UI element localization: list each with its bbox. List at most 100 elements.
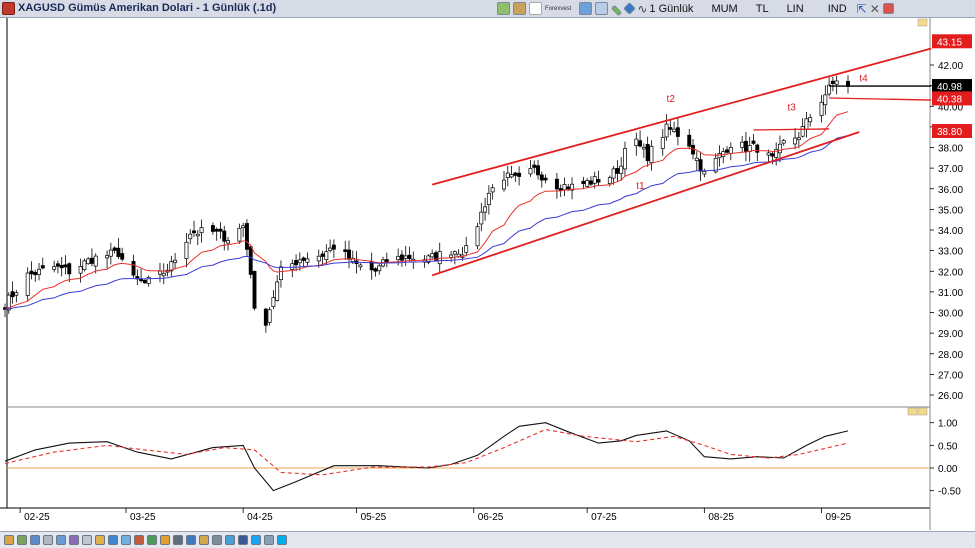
twitter-icon[interactable]: [251, 535, 261, 545]
candle: [751, 134, 756, 145]
x-tick-label: 07-25: [591, 512, 617, 523]
candle-body-down: [581, 180, 586, 185]
image-icon[interactable]: [199, 535, 209, 545]
x-tick-label: 04-25: [247, 512, 273, 523]
pencil-icon[interactable]: [611, 4, 623, 17]
candle: [297, 252, 302, 271]
candle: [328, 239, 333, 253]
osc-panel-button-2[interactable]: [917, 407, 928, 416]
candle-body-up: [396, 255, 401, 261]
annotation-label: t4: [859, 74, 868, 85]
candle: [615, 160, 620, 182]
zoom-out-icon[interactable]: [82, 535, 92, 545]
chart-area[interactable]: 26.00 27.00 28.00 29.00 30.00 31.00 32.00 33.00…: [0, 18, 975, 530]
arrow-right-icon[interactable]: [225, 535, 235, 545]
candle-type-select[interactable]: MUM: [711, 2, 738, 15]
y-tick-label: 27.00: [938, 370, 963, 381]
search-icon[interactable]: [56, 535, 66, 545]
image-icon[interactable]: [513, 2, 526, 15]
folder-icon[interactable]: [160, 535, 170, 545]
candle-body-down: [210, 225, 215, 232]
trendline-layer: [431, 47, 932, 277]
page-icon[interactable]: [264, 535, 274, 545]
price-panel-button[interactable]: [917, 18, 928, 27]
osc-y-tick-label: 0.00: [938, 464, 958, 475]
trendline[interactable]: [431, 47, 932, 186]
table-icon[interactable]: [43, 535, 53, 545]
oscillator-line: [4, 422, 849, 492]
print-icon[interactable]: [30, 535, 40, 545]
trendline[interactable]: [829, 97, 932, 101]
tools-icon[interactable]: ✕: [869, 1, 880, 16]
indicator-select[interactable]: IND: [827, 2, 847, 15]
candle-body-up: [740, 141, 745, 148]
table-icon[interactable]: [595, 2, 609, 15]
candle-body-up: [827, 84, 832, 95]
chart-icon[interactable]: [497, 2, 510, 15]
candle-body-down: [33, 271, 38, 276]
tag-icon[interactable]: [108, 535, 118, 545]
period-select[interactable]: 1 Günlük: [649, 2, 694, 15]
candle-body-up: [570, 183, 574, 191]
forexvest-label[interactable]: Forexvest: [545, 5, 572, 12]
candle-body-down: [830, 80, 835, 84]
chart-icon[interactable]: [17, 535, 27, 545]
price-badge-box: [932, 91, 972, 106]
pencil-icon[interactable]: [95, 535, 105, 545]
candle-body-up: [37, 268, 41, 275]
candle: [611, 165, 616, 185]
ma-short-line: [4, 111, 849, 310]
candle: [827, 77, 832, 97]
candle-body-up: [324, 251, 329, 261]
candle-body-down: [399, 254, 404, 261]
arrow-icon[interactable]: [186, 535, 196, 545]
candle-body-down: [513, 172, 518, 176]
image-icon[interactable]: [147, 535, 157, 545]
candle-body-up: [52, 266, 57, 270]
zoom-in-icon[interactable]: [69, 535, 79, 545]
candle: [188, 229, 193, 245]
candle-body-down: [369, 261, 374, 271]
candle: [290, 259, 295, 278]
candle: [324, 244, 329, 265]
facebook-icon[interactable]: [238, 535, 248, 545]
arrow-left-icon[interactable]: [212, 535, 222, 545]
tool-icon[interactable]: [4, 535, 14, 545]
candle: [725, 146, 729, 155]
candle-body-up: [592, 176, 597, 184]
candle-body-up: [475, 226, 480, 247]
pointer-icon[interactable]: ⇱: [856, 1, 867, 16]
candle-body-up: [585, 180, 590, 187]
trendline[interactable]: [753, 128, 830, 131]
forexvest-logo-icon[interactable]: [529, 2, 542, 15]
candle: [800, 118, 805, 138]
scale-select[interactable]: LIN: [786, 2, 804, 15]
candle: [623, 141, 627, 177]
close-icon[interactable]: [882, 3, 894, 14]
cup-icon[interactable]: [134, 535, 144, 545]
candle-body-down: [638, 140, 643, 147]
candle-body-up: [6, 294, 11, 311]
cylinder-icon[interactable]: [121, 535, 131, 545]
candle: [808, 113, 813, 127]
wave-icon[interactable]: ∿: [637, 1, 648, 16]
candle-body-up: [108, 249, 113, 257]
candle-body-up: [169, 261, 174, 272]
diamond-icon[interactable]: [623, 2, 637, 15]
trendline[interactable]: [431, 131, 860, 277]
grid-icon[interactable]: [579, 2, 593, 15]
candle: [638, 130, 643, 148]
candle-body-down: [434, 252, 438, 261]
candle-body-down: [347, 249, 351, 260]
skype-icon[interactable]: [277, 535, 287, 545]
candle-body-down: [645, 144, 650, 162]
osc-panel-button-1[interactable]: [907, 407, 918, 416]
candle-body-up: [78, 266, 83, 274]
currency-select[interactable]: TL: [755, 2, 769, 15]
screen-icon[interactable]: [173, 535, 183, 545]
candle-body-down: [131, 260, 136, 276]
candle: [437, 242, 442, 273]
candle-body-up: [452, 251, 457, 255]
ma-long-line: [4, 135, 849, 310]
candle-body-down: [116, 247, 121, 257]
